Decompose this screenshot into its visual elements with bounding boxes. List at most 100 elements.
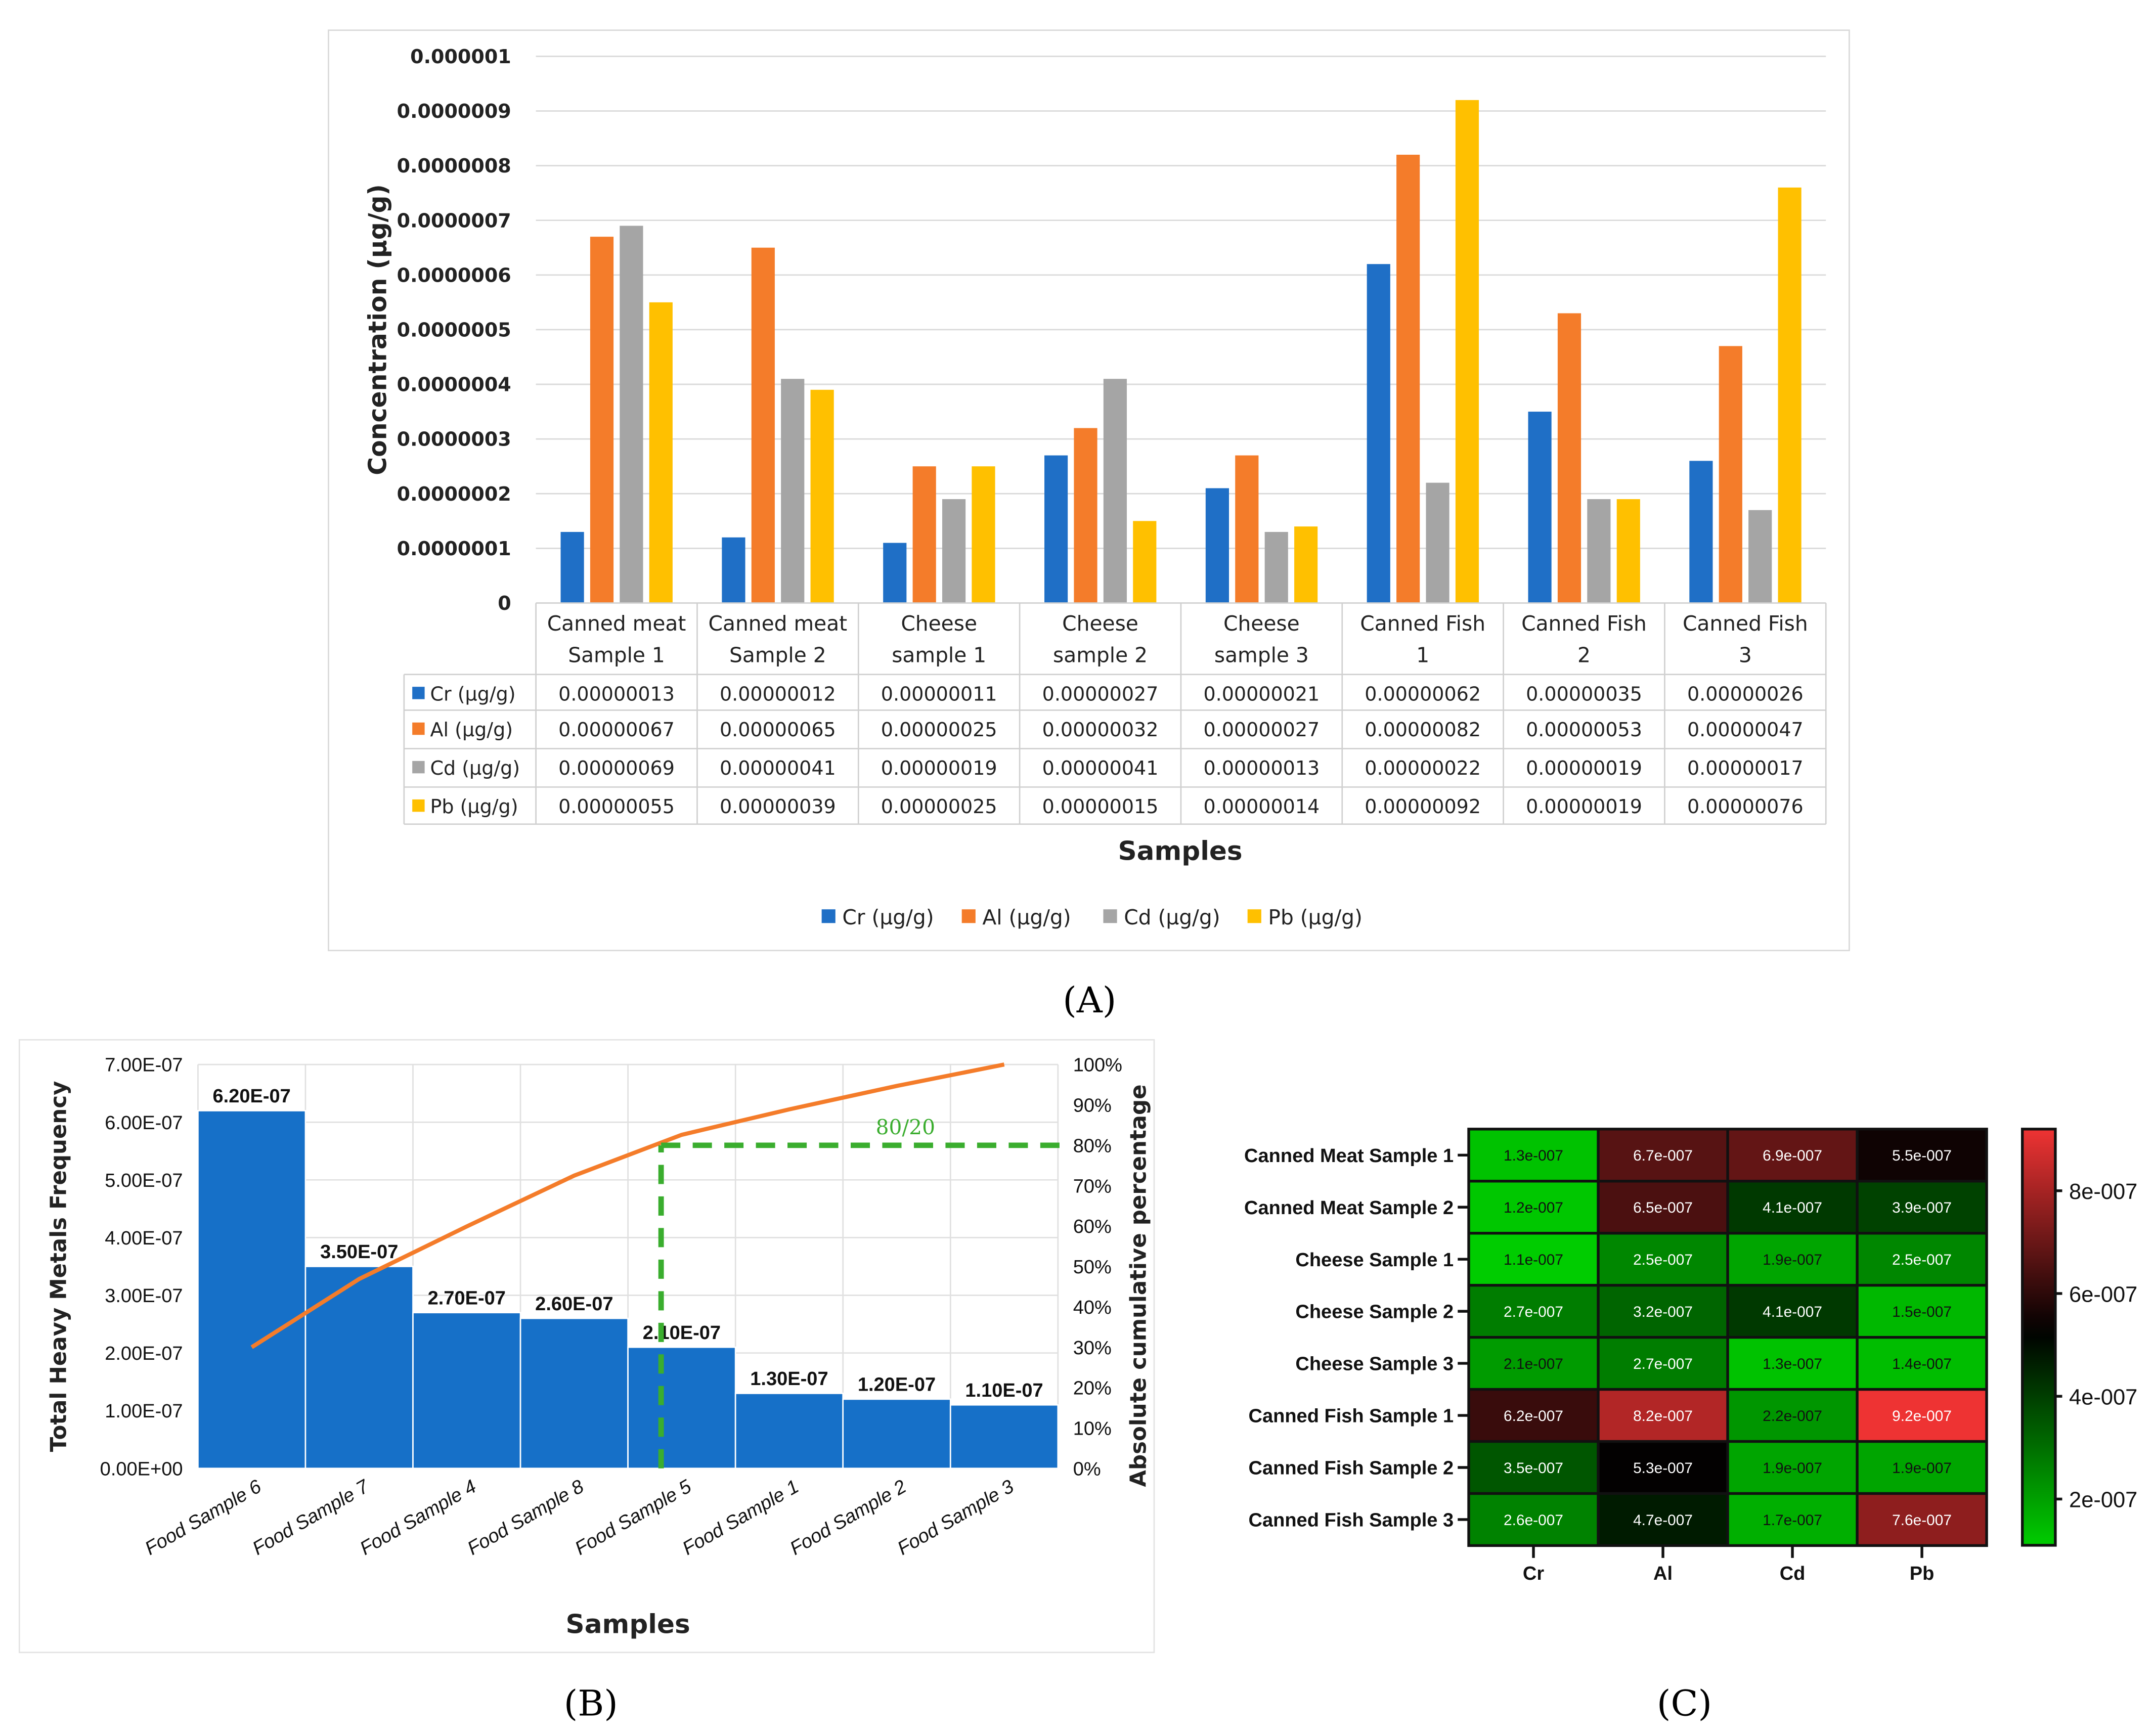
- table-row-header: Cd (µg/g): [430, 757, 520, 779]
- table-cell: 0.00000017: [1687, 757, 1804, 779]
- heatmap-cell-label: 6.9e-007: [1763, 1147, 1822, 1164]
- legend-label: Cr (µg/g): [842, 905, 934, 929]
- heatmap-cell-label: 1.5e-007: [1892, 1304, 1952, 1320]
- y2-tick-label: 60%: [1073, 1216, 1112, 1237]
- panel-label: (B): [564, 1682, 618, 1724]
- y-tick-label: 0.0000002: [397, 483, 511, 505]
- heatmap-cell-label: 6.2e-007: [1504, 1408, 1563, 1425]
- heatmap-cell-label: 1.3e-007: [1504, 1147, 1563, 1164]
- bar-cd: [1103, 379, 1127, 603]
- table-cell: 0.00000013: [1203, 757, 1320, 779]
- table-cell: 0.00000092: [1365, 795, 1481, 818]
- heatmap-cell-label: 4.1e-007: [1763, 1199, 1822, 1216]
- heatmap-cell: [1599, 1130, 1727, 1180]
- row-label: Canned Fish Sample 3: [1249, 1510, 1454, 1531]
- y2-tick-label: 50%: [1073, 1257, 1112, 1278]
- y-tick-label: 7.00E-07: [105, 1055, 183, 1076]
- y-tick-label: 0.0000003: [397, 428, 511, 451]
- table-cell: 0.00000019: [1526, 757, 1642, 779]
- heatmap-cell-label: 1.4e-007: [1892, 1356, 1952, 1372]
- heatmap-cell-label: 2.7e-007: [1633, 1356, 1693, 1372]
- legend-swatch-al: [961, 909, 976, 923]
- heatmap-cell: [1858, 1443, 1986, 1492]
- table-cell: 0.00000025: [881, 719, 997, 741]
- bar-pb: [1294, 526, 1318, 603]
- heatmap-cell-label: 5.3e-007: [1633, 1460, 1693, 1477]
- y-axis-title: Total Heavy Metals Frequency: [47, 1081, 72, 1452]
- heatmap-cell-label: 8.2e-007: [1633, 1408, 1693, 1425]
- table-row-header: Cr (µg/g): [430, 683, 515, 705]
- table-cell: 0.00000067: [558, 719, 675, 741]
- bar-cd: [620, 226, 643, 603]
- row-label: Cheese Sample 2: [1295, 1302, 1454, 1323]
- heatmap-cell-label: 1.2e-007: [1504, 1199, 1563, 1216]
- y-tick-label: 4.00E-07: [105, 1228, 183, 1249]
- heatmap-cell-label: 3.9e-007: [1892, 1199, 1952, 1216]
- cumulative-line: [250, 1062, 1005, 1349]
- bar-al: [1074, 428, 1097, 603]
- category-label: Canned meat: [547, 611, 686, 636]
- column-label: Cr: [1523, 1563, 1544, 1584]
- legend-label: Al (µg/g): [982, 905, 1071, 929]
- category-label: Cheese: [1062, 611, 1138, 636]
- y2-tick-label: 0%: [1073, 1458, 1101, 1480]
- y-tick-label: 0.000001: [410, 46, 511, 68]
- table-cell: 0.00000039: [720, 795, 836, 818]
- heatmap-cell: [1599, 1495, 1727, 1544]
- panel-label: (C): [1657, 1682, 1712, 1724]
- table-cell: 0.00000021: [1203, 683, 1320, 705]
- pareto-bar: [949, 1404, 1059, 1470]
- table-cell: 0.00000014: [1203, 795, 1320, 818]
- y-tick-label: 1.00E-07: [105, 1401, 183, 1422]
- heatmap-cell-label: 1.3e-007: [1763, 1356, 1822, 1372]
- category-label: 2: [1577, 643, 1591, 667]
- heatmap-cell: [1599, 1443, 1727, 1492]
- table-cell: 0.00000055: [558, 795, 675, 818]
- y-tick-label: 0.0000001: [397, 538, 511, 560]
- heatmap-cell: [1729, 1286, 1856, 1336]
- table-cell: 0.00000041: [1042, 757, 1159, 779]
- table-cell: 0.00000035: [1526, 683, 1642, 705]
- table-cell: 0.00000026: [1687, 683, 1804, 705]
- bar-pb: [1133, 521, 1157, 603]
- heatmap-cell-label: 1.1e-007: [1504, 1252, 1563, 1268]
- heatmap-cell-label: 1.9e-007: [1763, 1252, 1822, 1268]
- column-label: Al: [1653, 1563, 1673, 1584]
- heatmap-cell-label: 2.6e-007: [1504, 1512, 1563, 1529]
- legend-swatch-cd: [1103, 909, 1117, 923]
- category-label: sample 2: [1053, 643, 1148, 667]
- x-axis-title: Samples: [1118, 836, 1243, 866]
- y-tick-label: 5.00E-07: [105, 1170, 183, 1191]
- bar-cd: [1264, 531, 1288, 603]
- heatmap-cell-label: 3.2e-007: [1633, 1304, 1693, 1320]
- table-cell: 0.00000082: [1365, 719, 1481, 741]
- heatmap-cell-label: 1.9e-007: [1892, 1460, 1952, 1477]
- heatmap-cell: [1470, 1443, 1597, 1492]
- bar-al: [1719, 346, 1742, 603]
- bar-cr: [1689, 461, 1713, 603]
- bar-data-label: 2.60E-07: [535, 1294, 613, 1315]
- table-cell: 0.00000069: [558, 757, 675, 779]
- legend-label: Cd (µg/g): [1124, 905, 1220, 929]
- bar-data-label: 1.10E-07: [965, 1380, 1043, 1401]
- bar-al: [912, 466, 936, 603]
- heatmap-cell: [1470, 1339, 1597, 1388]
- bar-data-label: 1.20E-07: [858, 1374, 936, 1396]
- panel-b-pareto-chart: 0.00E+00 1.00E-07 2.00E-07 3.00E-07 4.00E-07…: [18, 1039, 1155, 1724]
- legend-key-pb: [412, 799, 425, 812]
- bar-cr: [722, 537, 745, 603]
- colorbar-tick-label: 8e-007: [2069, 1180, 2137, 1204]
- y-tick-label: 0.0000004: [397, 374, 511, 396]
- heatmap-cell: [1599, 1391, 1727, 1440]
- heatmap-cell: [1729, 1391, 1856, 1440]
- table-cell: 0.00000022: [1365, 757, 1481, 779]
- colorbar-tick-label: 6e-007: [2069, 1282, 2137, 1307]
- table-row-header: Al (µg/g): [430, 719, 513, 741]
- table-cell: 0.00000027: [1042, 683, 1159, 705]
- y2-axis-title: Absolute cumulative percentage: [1126, 1084, 1152, 1487]
- heatmap-cell: [1470, 1495, 1597, 1544]
- table-cell: 0.00000013: [558, 683, 675, 705]
- y-tick-label: 0.00E+00: [100, 1458, 183, 1480]
- row-label: Canned Fish Sample 2: [1249, 1458, 1454, 1479]
